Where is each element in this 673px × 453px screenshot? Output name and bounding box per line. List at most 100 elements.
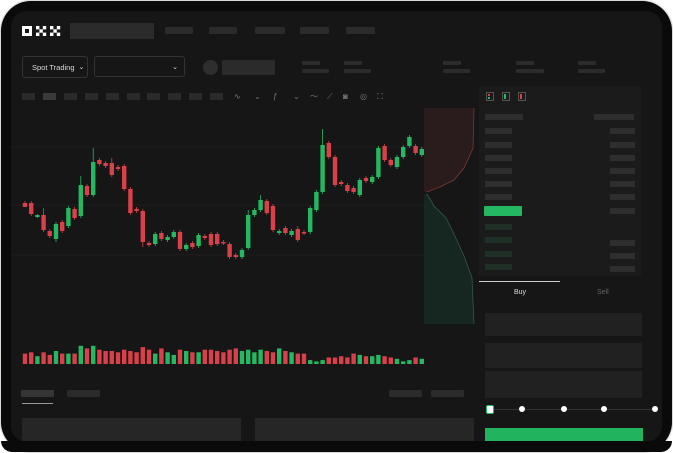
candle[interactable] [407,135,412,148]
indicator-icon[interactable]: ∿ [234,92,241,101]
slider-mark-100[interactable] [652,406,658,412]
candle[interactable] [270,204,276,232]
candle[interactable] [29,201,34,216]
candle[interactable] [370,175,375,184]
candle[interactable] [332,155,338,187]
candle[interactable] [264,199,269,215]
orderbook-price[interactable] [485,264,512,270]
candle[interactable] [345,183,350,193]
nav-item[interactable] [255,27,285,34]
candle[interactable] [363,176,369,183]
orderbook-asks-icon[interactable] [518,92,526,101]
candle[interactable] [339,180,344,186]
slider-mark-50[interactable] [561,406,567,412]
orderbook-bids-icon[interactable] [502,92,510,101]
search-bar[interactable] [70,23,154,39]
orderbook-price[interactable] [485,168,512,174]
candle[interactable] [401,145,406,159]
total-input[interactable] [485,371,642,398]
candle[interactable] [208,232,214,247]
candle[interactable] [35,214,40,218]
interval-button[interactable] [147,93,160,100]
orderbook-price[interactable] [485,181,512,187]
candle[interactable] [326,141,331,159]
candle[interactable] [84,184,90,197]
candle[interactable] [41,208,46,232]
price-input[interactable] [485,313,642,336]
orderbook-price[interactable] [485,155,512,161]
interval-button[interactable] [210,93,223,100]
candle[interactable] [295,226,300,242]
bottom-tab[interactable] [67,390,100,397]
camera-icon[interactable]: ◙ [343,92,348,101]
trade-mode-dropdown[interactable]: Spot Trading ⌄ [22,56,88,78]
nav-item[interactable] [209,27,237,34]
candle[interactable] [153,232,158,246]
candle[interactable] [227,242,232,259]
candle[interactable] [115,165,121,171]
candle[interactable] [258,195,263,212]
candle[interactable] [184,243,189,251]
orderbook-price[interactable] [485,128,512,134]
chevron-down-icon[interactable]: ⌄ [254,92,261,101]
interval-button[interactable] [168,93,181,100]
candle[interactable] [165,235,170,242]
candle[interactable] [66,206,71,228]
candle[interactable] [283,226,288,235]
candle[interactable] [47,229,52,238]
candle[interactable] [215,232,220,246]
interval-button[interactable] [85,93,98,100]
candle[interactable] [146,241,152,247]
candle[interactable] [376,146,381,179]
bottom-action[interactable] [389,390,422,397]
candle[interactable] [159,231,164,241]
candle[interactable] [314,190,319,212]
candle[interactable] [196,233,201,248]
candle[interactable] [177,230,183,251]
candle[interactable] [239,248,245,259]
candle[interactable] [277,229,282,235]
interval-button[interactable] [189,93,202,100]
candle[interactable] [60,220,65,233]
candle[interactable] [22,201,28,207]
slider-mark-25[interactable] [519,406,525,412]
interval-button[interactable] [127,93,140,100]
candle[interactable] [308,206,313,234]
percent-slider-handle[interactable] [486,405,494,414]
candle[interactable] [252,208,257,217]
chevron-down-icon[interactable]: ⌄ [293,92,300,101]
candle[interactable] [53,222,59,242]
candle[interactable] [382,144,387,162]
candle[interactable] [97,158,102,166]
nav-item[interactable] [346,27,375,34]
interval-button[interactable] [64,93,77,100]
settings-circle-icon[interactable]: ◎ [360,92,367,101]
candle[interactable] [301,230,307,235]
percent-slider-track[interactable] [490,409,656,410]
line-tool-icon[interactable]: 〜 [310,92,318,101]
candle[interactable] [289,229,294,237]
candle[interactable] [72,207,77,220]
candle[interactable] [109,158,114,177]
candle[interactable] [351,186,356,194]
candle[interactable] [202,234,207,240]
candle[interactable] [171,230,176,239]
formula-icon[interactable]: ƒ [273,92,278,101]
candle[interactable] [413,144,418,155]
okx-logo[interactable] [22,24,64,36]
pair-select[interactable]: ⌄ [94,56,185,77]
orderbook-price[interactable] [485,142,512,148]
candle[interactable] [394,155,400,169]
candle[interactable] [91,148,96,197]
candle[interactable] [140,209,145,247]
bottom-action[interactable] [431,390,464,397]
orderbook-price[interactable] [485,237,512,243]
bottom-tab-active[interactable] [21,390,54,397]
amount-input[interactable] [485,343,642,368]
interval-button[interactable] [106,93,119,100]
mid-price[interactable] [484,206,522,216]
candle[interactable] [388,158,393,167]
buy-submit-button[interactable] [485,428,643,442]
orderbook-price[interactable] [485,224,512,230]
ruler-icon[interactable]: ⟋ [327,92,333,101]
